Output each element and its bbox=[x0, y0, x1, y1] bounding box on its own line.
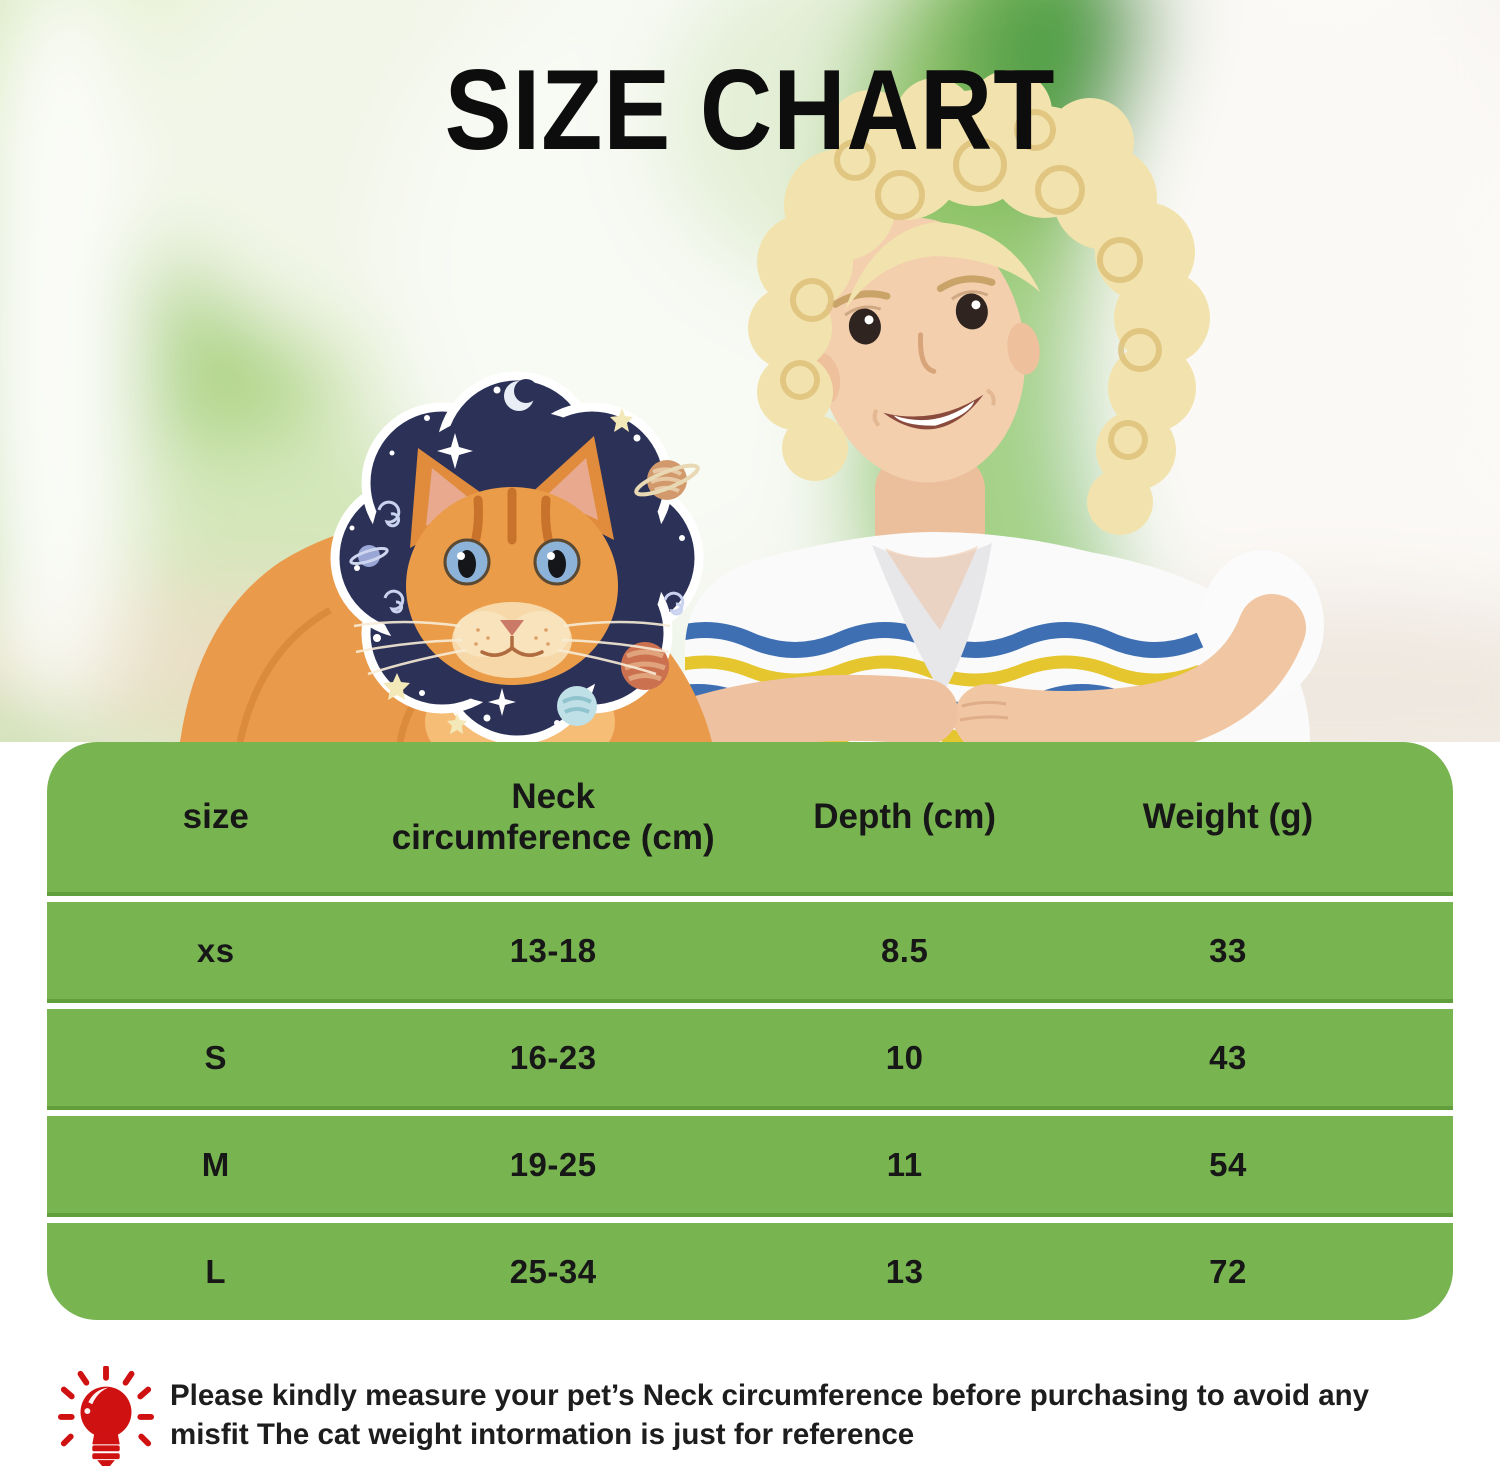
cell-neck: 13-18 bbox=[509, 931, 597, 969]
lightbulb-icon bbox=[57, 1366, 155, 1466]
cell-size: L bbox=[205, 1252, 227, 1290]
note-line-1: Please kindly measure your pet’s Neck ci… bbox=[170, 1379, 1370, 1413]
page-title: SIZE CHART bbox=[444, 47, 1056, 174]
note-line-2: misfit The cat weight intormation is jus… bbox=[170, 1418, 915, 1451]
collar-space-print bbox=[349, 379, 700, 734]
cell-weight: 54 bbox=[1209, 1145, 1247, 1183]
size-chart-table: size Neck circumference (cm) Depth (cm) … bbox=[47, 742, 1453, 1320]
table-row-m: M 19-25 11 54 bbox=[47, 1116, 1453, 1213]
row-divider bbox=[47, 1106, 1453, 1116]
table-row-xs: xs 13-18 8.5 33 bbox=[47, 902, 1453, 999]
row-divider bbox=[47, 892, 1453, 902]
cell-depth: 8.5 bbox=[880, 931, 929, 969]
cell-weight: 72 bbox=[1209, 1252, 1247, 1290]
note-text: Please kindly measure your pet’s Neck ci… bbox=[170, 1377, 1456, 1455]
cell-depth: 11 bbox=[886, 1145, 923, 1183]
measurement-note: Please kindly measure your pet’s Neck ci… bbox=[56, 1366, 1456, 1466]
table-row-s: S 16-23 10 43 bbox=[47, 1009, 1453, 1106]
col-header-neck: Neck circumference (cm) bbox=[384, 776, 721, 859]
background-photo bbox=[0, 0, 1500, 742]
cell-neck: 19-25 bbox=[509, 1145, 597, 1183]
hero-photo: SIZE CHART bbox=[0, 0, 1500, 742]
cell-weight: 43 bbox=[1209, 1038, 1247, 1076]
row-divider bbox=[47, 999, 1453, 1009]
planet-striped bbox=[621, 642, 669, 690]
cell-depth: 10 bbox=[885, 1038, 924, 1076]
cell-size: M bbox=[201, 1145, 230, 1183]
row-divider bbox=[47, 1213, 1453, 1223]
boy-hair bbox=[748, 70, 1210, 535]
table-header-row: size Neck circumference (cm) Depth (cm) … bbox=[47, 742, 1453, 892]
planet-small bbox=[349, 545, 389, 567]
col-header-size: size bbox=[182, 797, 249, 837]
cell-neck: 25-34 bbox=[509, 1252, 597, 1290]
planet-saturn bbox=[634, 460, 700, 500]
table-row-l: L 25-34 13 72 bbox=[47, 1223, 1453, 1320]
cat-face bbox=[353, 436, 671, 685]
cell-weight: 33 bbox=[1209, 931, 1247, 969]
cell-neck: 16-23 bbox=[509, 1038, 597, 1076]
cat-illustration bbox=[180, 371, 712, 742]
moon bbox=[504, 379, 538, 411]
cell-size: S bbox=[204, 1038, 227, 1076]
cell-size: xs bbox=[196, 931, 235, 969]
col-header-weight: Weight (g) bbox=[1142, 797, 1314, 837]
boy-illustration bbox=[615, 70, 1324, 742]
cell-depth: 13 bbox=[885, 1252, 924, 1290]
col-header-neck-line2: circumference (cm) bbox=[391, 818, 715, 857]
col-header-neck-line1: Neck bbox=[511, 776, 595, 816]
planet-teal bbox=[557, 686, 597, 726]
col-header-depth: Depth (cm) bbox=[813, 797, 997, 837]
